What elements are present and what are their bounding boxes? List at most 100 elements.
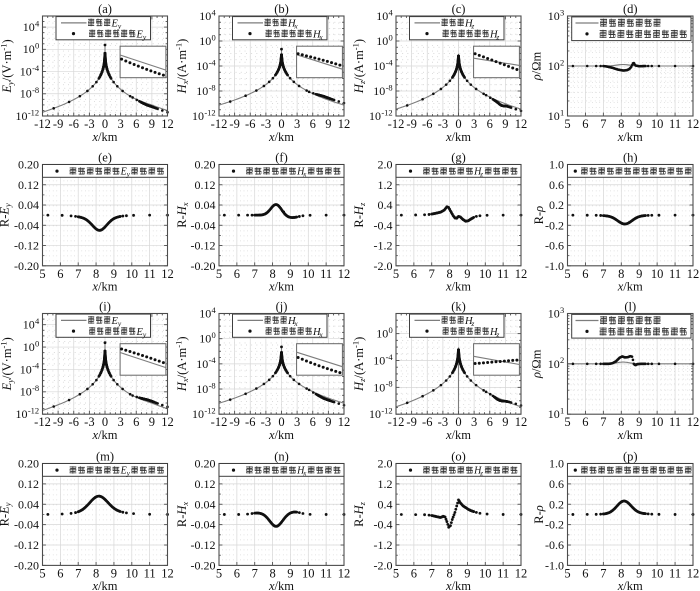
svg-text:-6: -6: [245, 117, 255, 131]
svg-text:1.0: 1.0: [549, 457, 564, 471]
svg-text:z: z: [470, 319, 474, 328]
svg-text:6: 6: [487, 415, 493, 429]
svg-text:0.20: 0.20: [18, 457, 39, 471]
svg-text:-12: -12: [388, 117, 405, 131]
svg-text:E: E: [136, 327, 144, 338]
svg-text:11: 11: [669, 566, 681, 580]
svg-text:10: 10: [376, 34, 388, 48]
svg-text:-12: -12: [204, 107, 215, 117]
svg-text:0.12: 0.12: [195, 477, 216, 491]
svg-text:9: 9: [636, 566, 642, 580]
svg-text:-2.0: -2.0: [374, 259, 393, 273]
svg-text:10: 10: [23, 318, 35, 332]
svg-text:12: 12: [515, 415, 528, 429]
svg-text:-0.20: -0.20: [191, 559, 216, 573]
svg-text:5: 5: [216, 566, 222, 580]
svg-text:9: 9: [111, 566, 117, 580]
svg-text:-8: -8: [209, 82, 216, 92]
svg-text:0.04: 0.04: [195, 198, 216, 212]
svg-text:ρ/Ωm: ρ/Ωm: [530, 51, 544, 81]
svg-text:x/km: x/km: [617, 279, 643, 293]
svg-text:5: 5: [564, 566, 570, 580]
svg-text:10: 10: [548, 357, 560, 371]
svg-text:y: y: [117, 319, 122, 328]
svg-text:x: x: [318, 32, 323, 41]
svg-text:10: 10: [548, 306, 560, 320]
svg-text:5: 5: [564, 415, 570, 429]
svg-text:x/km: x/km: [445, 130, 471, 144]
svg-text:8: 8: [93, 267, 99, 281]
svg-text:10: 10: [196, 59, 208, 73]
svg-text:-4: -4: [209, 355, 217, 365]
svg-text:-12: -12: [388, 415, 405, 429]
svg-text:0.12: 0.12: [18, 178, 39, 192]
svg-text:10: 10: [548, 59, 560, 73]
svg-text:H: H: [296, 466, 305, 477]
svg-text:9: 9: [636, 267, 642, 281]
svg-text:y: y: [126, 470, 131, 478]
svg-text:R-Ey: R-Ey: [0, 502, 13, 526]
svg-text:R-Hx: R-Hx: [175, 502, 190, 528]
svg-text:-6: -6: [245, 415, 255, 429]
svg-text:-0.6: -0.6: [545, 538, 564, 552]
svg-text:10: 10: [302, 267, 315, 281]
svg-text:8: 8: [618, 267, 624, 281]
svg-text:-0.12: -0.12: [14, 239, 39, 253]
svg-text:-4: -4: [386, 352, 394, 362]
svg-text:-0.04: -0.04: [191, 218, 216, 232]
svg-text:-0.04: -0.04: [191, 518, 216, 532]
svg-text:H: H: [489, 30, 499, 41]
svg-text:0.04: 0.04: [195, 497, 216, 511]
svg-text:6: 6: [57, 267, 63, 281]
svg-text:12: 12: [338, 415, 351, 429]
svg-text:10: 10: [20, 87, 32, 101]
svg-text:H: H: [464, 316, 474, 327]
svg-text:-3: -3: [84, 415, 94, 429]
svg-text:-8: -8: [386, 82, 393, 92]
svg-text:6: 6: [582, 415, 588, 429]
svg-text:-6: -6: [69, 415, 79, 429]
svg-text:-0.4: -0.4: [374, 218, 393, 232]
svg-text:x/km: x/km: [268, 579, 294, 591]
svg-text:0.04: 0.04: [18, 198, 39, 212]
svg-text:(e): (e): [98, 150, 112, 164]
svg-text:6: 6: [411, 566, 417, 580]
svg-text:-8: -8: [32, 383, 39, 393]
svg-text:10: 10: [651, 566, 664, 580]
svg-text:8: 8: [446, 267, 452, 281]
svg-text:10: 10: [651, 117, 664, 131]
svg-text:10: 10: [373, 84, 385, 98]
svg-text:0: 0: [455, 117, 461, 131]
svg-text:0.20: 0.20: [195, 158, 216, 172]
svg-text:10: 10: [548, 407, 560, 421]
svg-text:12: 12: [515, 117, 528, 131]
svg-text:6: 6: [582, 566, 588, 580]
svg-text:3: 3: [294, 117, 300, 131]
svg-text:9: 9: [149, 415, 155, 429]
svg-text:9: 9: [325, 415, 331, 429]
svg-text:12: 12: [338, 117, 351, 131]
svg-text:12: 12: [338, 267, 351, 281]
svg-text:x: x: [302, 171, 307, 179]
svg-text:10: 10: [196, 357, 208, 371]
svg-text:-3: -3: [438, 415, 448, 429]
svg-text:z: z: [495, 330, 499, 339]
svg-text:10: 10: [548, 109, 560, 123]
svg-text:10: 10: [192, 407, 204, 421]
svg-text:9: 9: [149, 117, 155, 131]
svg-text:Hz/(A·m-1): Hz/(A·m-1): [351, 39, 368, 94]
svg-text:10: 10: [20, 385, 32, 399]
svg-text:-0.2: -0.2: [545, 518, 564, 532]
svg-text:6: 6: [133, 117, 139, 131]
svg-text:x: x: [318, 330, 323, 339]
svg-text:-9: -9: [53, 117, 63, 131]
svg-text:E: E: [120, 466, 127, 477]
svg-text:10: 10: [192, 109, 204, 123]
svg-text:Hx/(A·m-1): Hx/(A·m-1): [174, 336, 191, 392]
svg-text:11: 11: [497, 267, 509, 281]
svg-text:(n): (n): [274, 449, 289, 463]
svg-text:12: 12: [515, 566, 528, 580]
svg-text:Ey/(V·m-1): Ey/(V·m-1): [0, 39, 15, 93]
svg-text:0: 0: [212, 330, 216, 340]
svg-text:H: H: [287, 19, 297, 30]
